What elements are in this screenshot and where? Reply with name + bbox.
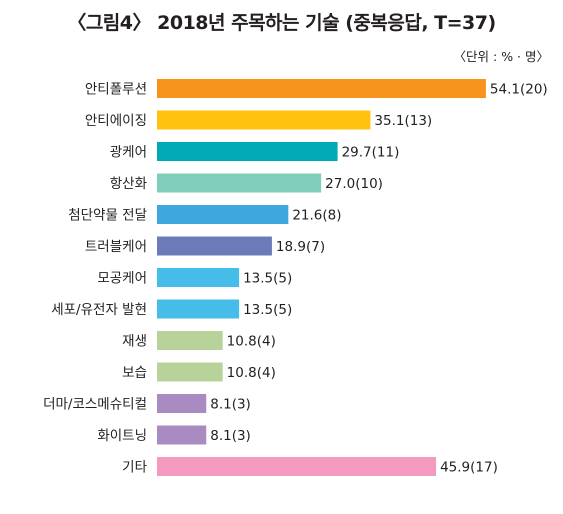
bar: [157, 394, 207, 413]
category-label: 보습: [122, 365, 147, 381]
value-label: 29.7(11): [342, 145, 400, 161]
bar: [157, 362, 223, 382]
value-label: 13.5(5): [243, 302, 292, 318]
value-label: 8.1(3): [210, 428, 251, 444]
value-label: 8.1(3): [210, 397, 251, 413]
category-label: 트러블케어: [85, 239, 147, 255]
category-label: 세포/유전자 발현: [51, 302, 147, 318]
value-label: 45.9(17): [440, 460, 498, 476]
value-label: 35.1(13): [374, 113, 432, 129]
value-label: 13.5(5): [243, 271, 292, 287]
bar: [157, 425, 207, 445]
category-label: 항산화: [110, 176, 147, 192]
category-label: 재생: [122, 334, 147, 350]
bar: [157, 268, 240, 287]
bar: [157, 110, 371, 130]
chart-title: 〈그림4〉 2018년 주목하는 기술 (중복응답, T=37): [67, 12, 496, 34]
unit-note: 〈단위 : % · 명〉: [453, 49, 549, 64]
bar: [157, 79, 486, 98]
value-label: 21.6(8): [292, 208, 341, 224]
category-label: 화이트닝: [97, 428, 147, 444]
value-label: 10.8(4): [227, 334, 276, 350]
bar: [157, 205, 289, 224]
bar: [157, 299, 240, 319]
value-label: 27.0(10): [325, 176, 383, 192]
bar: [157, 236, 272, 256]
category-label: 모공케어: [97, 271, 147, 287]
category-label: 안티폴루션: [85, 82, 147, 98]
bar: [157, 457, 437, 476]
bar: [157, 331, 223, 350]
category-label: 첨단약물 전달: [68, 208, 147, 224]
bar: [157, 142, 338, 161]
category-label: 광케어: [110, 145, 147, 161]
category-label: 기타: [122, 460, 147, 476]
value-label: 10.8(4): [227, 365, 276, 381]
category-label: 안티에이징: [85, 113, 147, 129]
category-label: 더마/코스메슈티컬: [43, 397, 147, 413]
bar: [157, 173, 322, 193]
value-label: 54.1(20): [490, 82, 548, 98]
value-label: 18.9(7): [276, 239, 325, 255]
